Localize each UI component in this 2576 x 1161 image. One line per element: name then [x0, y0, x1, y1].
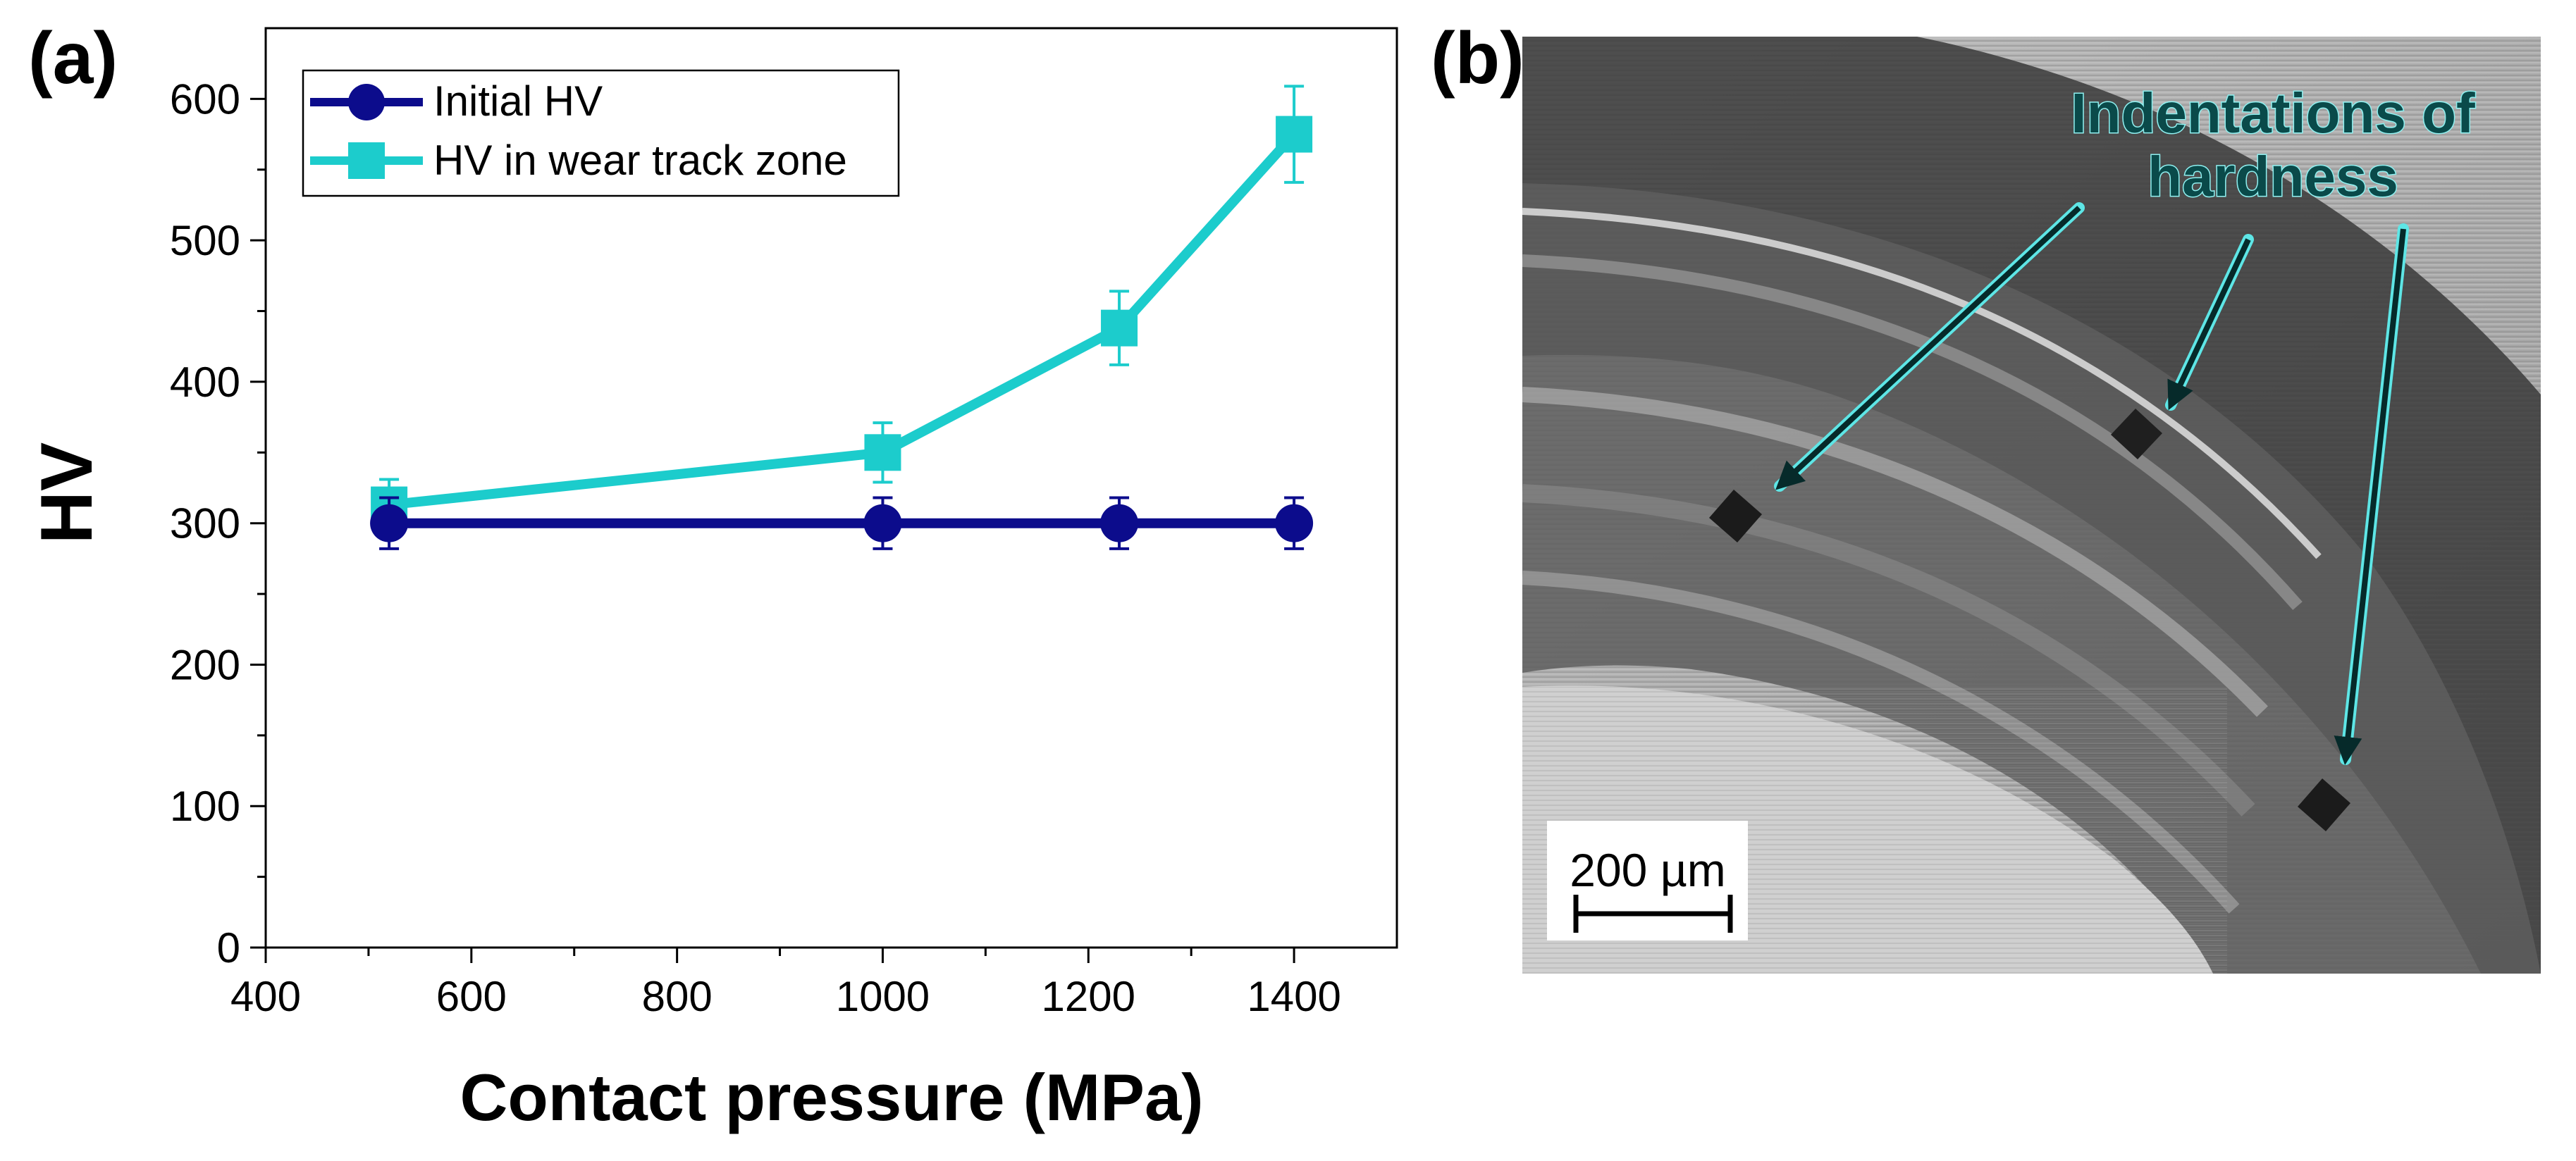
- x-tick-label: 400: [230, 973, 301, 1020]
- data-point: [370, 504, 409, 542]
- series-layer: [370, 85, 1314, 550]
- panel-a-chart: (a) 400 600 800 1000 1200 1400 0 100 200 300 400 5…: [26, 18, 1398, 1134]
- x-tick-label: 1200: [1042, 973, 1135, 1020]
- y-tick-label: 300: [170, 500, 240, 547]
- legend-marker-initial: [348, 84, 385, 120]
- legend-marker-wear: [348, 142, 385, 179]
- data-point: [864, 434, 901, 471]
- x-tick-label: 800: [642, 973, 713, 1020]
- plot-frame: [264, 27, 1398, 949]
- indentation-3: [2298, 778, 2350, 831]
- data-point: [1275, 504, 1314, 542]
- y-axis-ticks: 0 100 200 300 400 500 600: [170, 75, 266, 971]
- series-line: [388, 130, 1298, 510]
- panel-b-micrograph: (b) Indentations of hardness: [1431, 18, 2541, 974]
- x-tick-label: 1000: [836, 973, 930, 1020]
- x-axis-ticks: 400 600 800 1000 1200 1400: [230, 948, 1341, 1020]
- y-tick-label: 500: [170, 217, 240, 264]
- y-axis-label: HV: [26, 442, 108, 544]
- micrograph-image: [1522, 37, 2541, 974]
- y-tick-label: 200: [170, 641, 240, 688]
- x-axis-label: Contact pressure (MPa): [460, 1060, 1203, 1134]
- indentation-2: [2111, 409, 2162, 459]
- panel-b-label: (b): [1431, 18, 1524, 99]
- annotation-line2: hardness: [2147, 145, 2398, 208]
- legend: Initial HV HV in wear track zone: [302, 69, 900, 197]
- annotation-line1: Indentations of: [2071, 82, 2475, 144]
- arrow-3-core: [2334, 228, 2406, 765]
- legend-label-initial: Initial HV: [433, 77, 603, 125]
- y-tick-label: 0: [217, 924, 240, 971]
- indentation-1: [1709, 490, 1762, 542]
- x-tick-label: 1400: [1247, 973, 1341, 1020]
- y-tick-label: 600: [170, 75, 240, 123]
- arrow-1-core: [1775, 206, 2081, 490]
- arrow-2-core: [2167, 238, 2251, 411]
- panel-a-label: (a): [28, 18, 118, 99]
- x-tick-label: 600: [436, 973, 507, 1020]
- y-tick-label: 400: [170, 359, 240, 406]
- scale-bar-label: 200 µm: [1570, 844, 1725, 896]
- data-point: [863, 504, 902, 542]
- data-point: [1276, 116, 1313, 153]
- legend-box: [302, 69, 900, 197]
- data-point: [1100, 504, 1139, 542]
- scale-bar: 200 µm: [1547, 821, 1748, 940]
- series-initial-hv: [370, 496, 1314, 550]
- y-tick-label: 100: [170, 783, 240, 830]
- data-point: [1101, 309, 1138, 347]
- legend-label-wear: HV in wear track zone: [433, 137, 847, 184]
